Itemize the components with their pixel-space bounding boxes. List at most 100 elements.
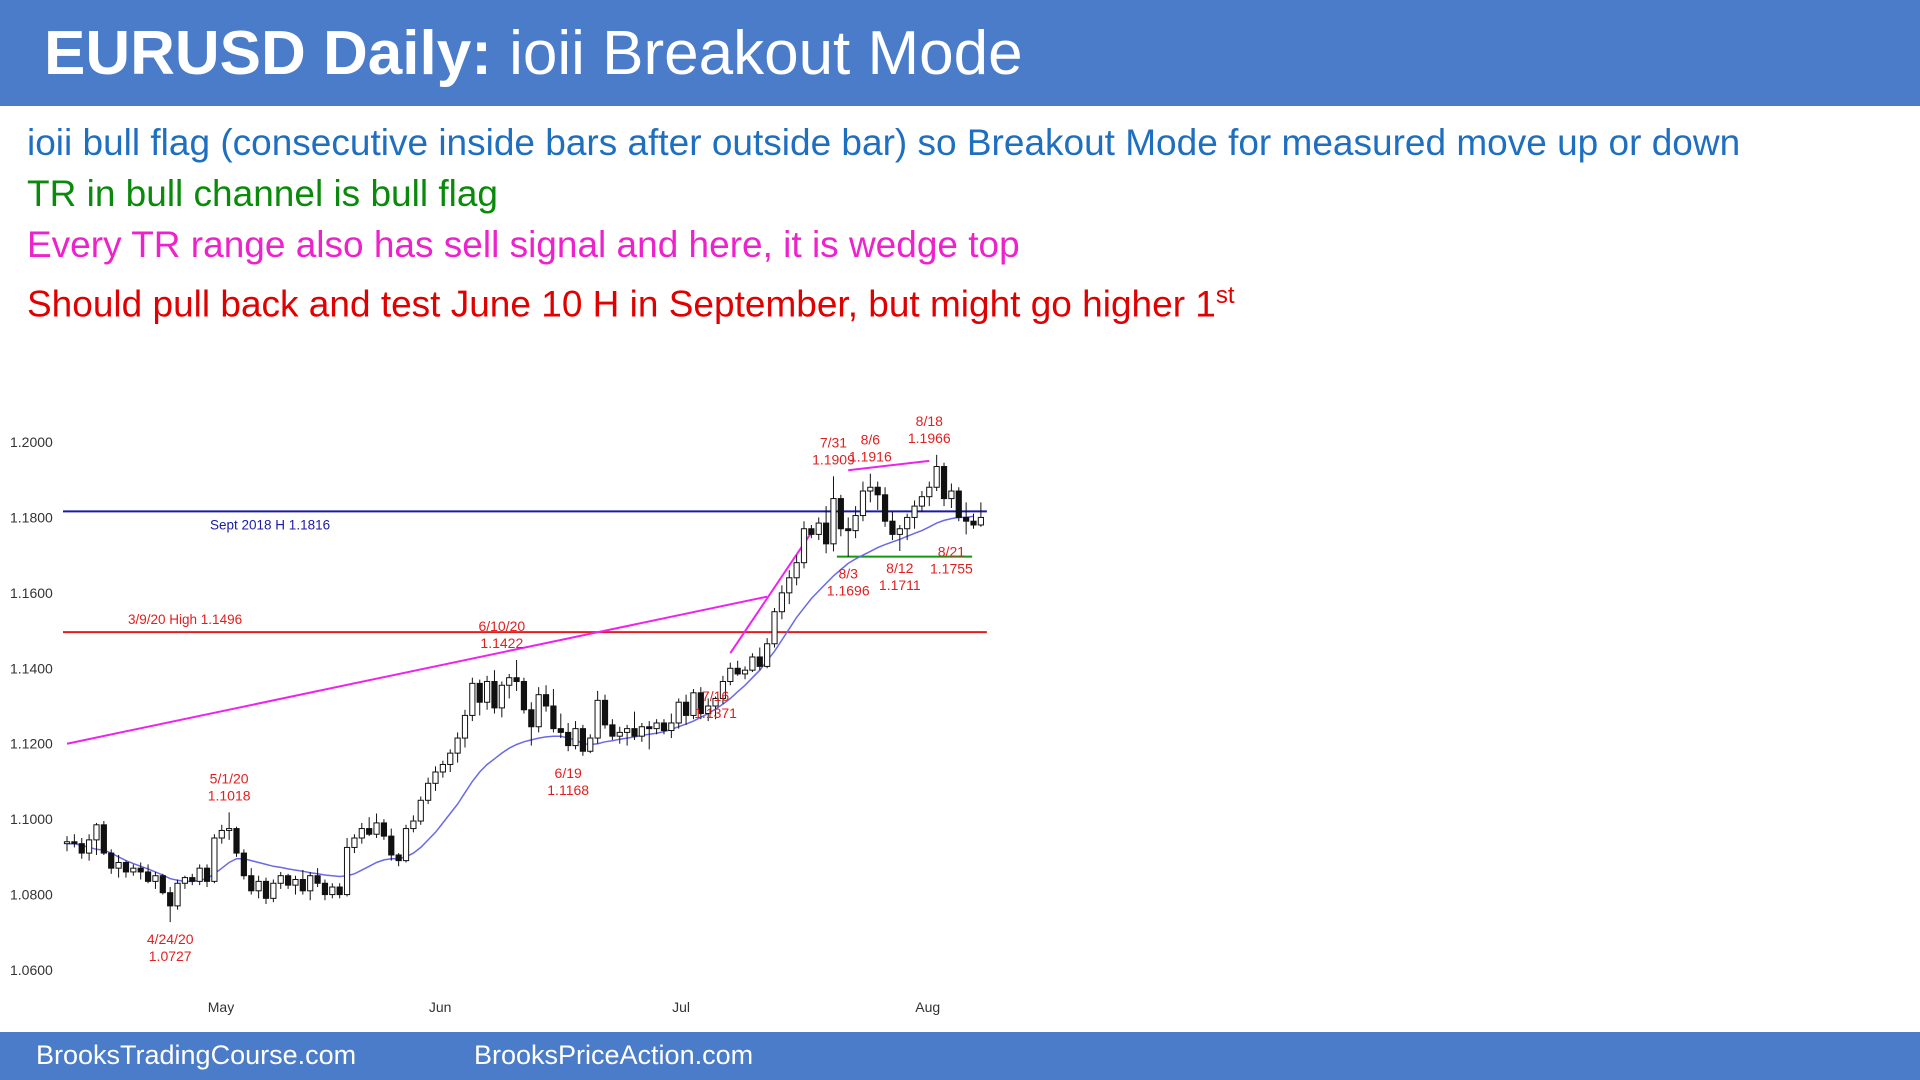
- footer-left-link[interactable]: BrooksTradingCourse.com: [36, 1040, 357, 1070]
- candle-body: [808, 528, 815, 535]
- candle-body: [71, 841, 78, 845]
- title-bold: EURUSD Daily:: [44, 19, 492, 88]
- price-annotation: 1.1966: [908, 430, 951, 446]
- candle-body: [970, 520, 977, 526]
- price-annotation: 1.1711: [879, 577, 921, 593]
- candle-body: [93, 824, 100, 841]
- candle-body: [262, 880, 270, 899]
- candle-body: [402, 828, 410, 862]
- x-tick-label: Aug: [915, 999, 940, 1015]
- candle-body: [933, 466, 940, 488]
- candle-body: [550, 705, 557, 730]
- candle-body: [579, 728, 586, 752]
- candle-body: [122, 862, 130, 873]
- candle-body: [395, 854, 402, 862]
- price-annotation: 1.1422: [480, 635, 523, 651]
- y-tick-label: 1.1200: [10, 736, 53, 752]
- y-tick-label: 1.0800: [10, 887, 53, 903]
- candle-body: [181, 877, 189, 884]
- candle-body: [823, 522, 830, 545]
- candle-body: [144, 871, 152, 882]
- candle-body: [469, 682, 476, 716]
- candle-body: [240, 852, 247, 877]
- candle-body: [624, 728, 631, 733]
- candle-body: [697, 692, 704, 715]
- candle-body: [867, 486, 874, 492]
- candle-body: [535, 694, 542, 728]
- note-pullback-sup: st: [1215, 282, 1235, 309]
- candle-body: [137, 867, 144, 873]
- candle-body: [896, 528, 903, 535]
- price-annotation: 1.1018: [208, 787, 251, 803]
- candle-body: [255, 880, 262, 892]
- x-tick-label: May: [208, 999, 234, 1015]
- candle-body: [749, 656, 756, 671]
- y-tick-label: 1.0600: [10, 962, 53, 978]
- candle-body: [159, 875, 166, 894]
- candle-body: [719, 680, 727, 699]
- candle-body: [660, 722, 668, 732]
- candle-body: [756, 656, 763, 667]
- candle-body: [307, 875, 314, 892]
- candle-body: [904, 516, 911, 530]
- footer-right-link[interactable]: BrooksPriceAction.com: [474, 1040, 754, 1070]
- price-annotation: 8/3: [838, 566, 858, 582]
- candle-body: [86, 839, 93, 854]
- candle-body: [852, 515, 859, 532]
- candle-body: [800, 528, 808, 564]
- price-annotation: 8/18: [916, 413, 943, 429]
- candle-body: [270, 882, 277, 899]
- candle-body: [963, 516, 970, 522]
- candle-body: [425, 782, 432, 801]
- candle-body: [601, 699, 609, 726]
- price-annotation: 8/21: [938, 543, 965, 559]
- x-tick-label: Jun: [429, 999, 452, 1015]
- candle-body: [616, 731, 623, 737]
- trend-line: [848, 459, 930, 472]
- candle-body: [778, 592, 785, 613]
- page-title: EURUSD Daily: ioii Breakout Mode: [44, 16, 1023, 92]
- candle-body: [977, 516, 984, 526]
- candle-body: [498, 684, 505, 709]
- candle-body: [152, 875, 159, 882]
- price-annotation: 1.1755: [930, 560, 973, 576]
- price-annotation: 1.1916: [849, 449, 892, 465]
- note-wedge-top: Every TR range also has sell signal and …: [27, 224, 1020, 265]
- candle-body: [321, 882, 329, 896]
- candle-body: [380, 822, 388, 837]
- level-label: Sept 2018 H 1.1816: [210, 517, 330, 532]
- candle-body: [690, 692, 697, 716]
- candle-body: [911, 505, 918, 518]
- candle-body: [528, 709, 535, 728]
- y-tick-label: 1.1800: [10, 509, 53, 525]
- candle-body: [189, 877, 196, 882]
- candle-body: [705, 705, 712, 715]
- candle-body: [771, 611, 778, 645]
- candle-body: [218, 829, 225, 839]
- candle-body: [483, 680, 491, 703]
- price-annotation: 1.1696: [827, 583, 870, 599]
- candle-body: [248, 875, 255, 892]
- candle-body: [926, 486, 933, 498]
- price-annotation: 7/31: [820, 434, 847, 450]
- candle-body: [447, 752, 454, 765]
- y-tick-label: 1.1000: [10, 811, 53, 827]
- candle-body: [837, 498, 844, 530]
- candle-body: [78, 843, 85, 854]
- candle-body: [299, 878, 306, 892]
- candle-body: [461, 714, 469, 739]
- candle-body: [329, 886, 336, 896]
- y-tick-label: 1.1600: [10, 585, 53, 601]
- candle-body: [358, 828, 365, 839]
- candle-body: [631, 728, 638, 737]
- candle-body: [572, 728, 579, 747]
- candle-body: [786, 577, 793, 594]
- candle-body: [741, 669, 749, 675]
- candle-body: [351, 837, 358, 848]
- price-annotation: 6/10/20: [478, 618, 525, 634]
- candle-body: [815, 522, 822, 535]
- candle-body: [594, 699, 601, 739]
- candle-body: [226, 828, 233, 831]
- trend-line: [729, 531, 813, 654]
- trend-line: [66, 595, 768, 745]
